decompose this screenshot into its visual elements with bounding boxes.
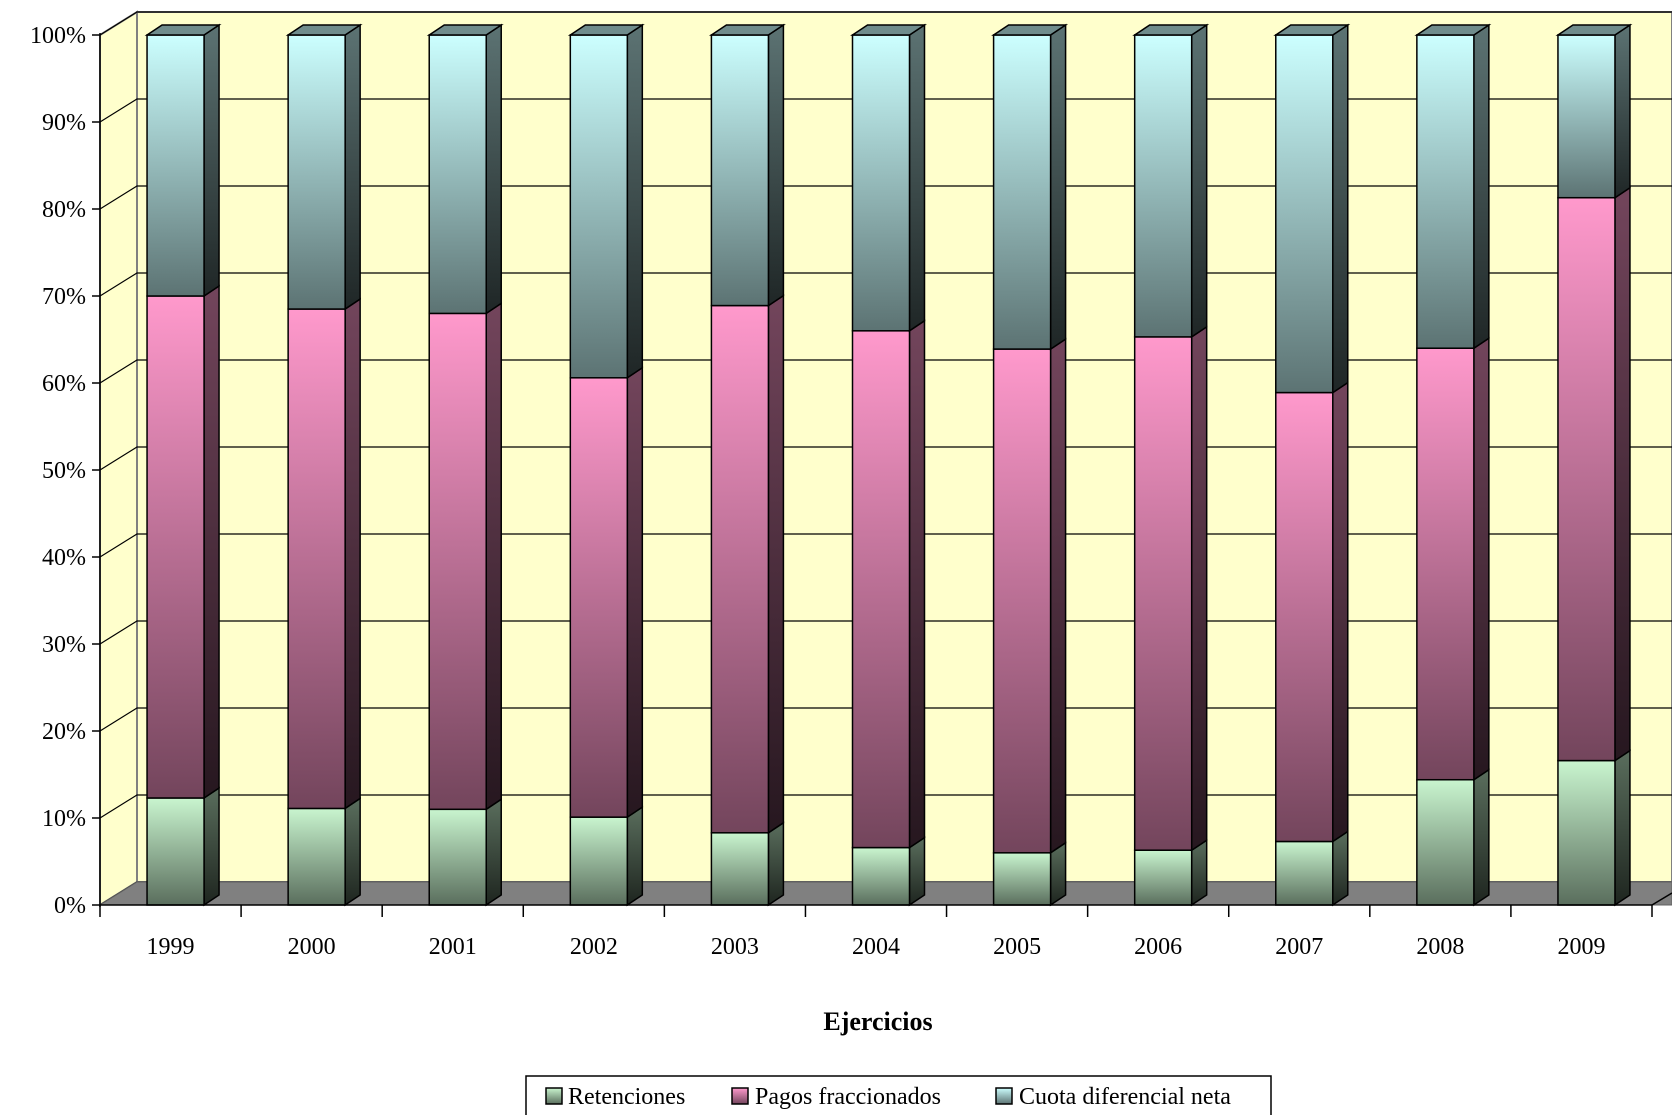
gridline [99,11,1672,36]
y-tick-label: 80% [42,197,86,223]
x-axis-title: Ejercicios [823,1007,932,1036]
bar-2007-retenciones [1275,830,1349,907]
bar-2003-pagos-fraccionados [710,294,785,835]
legend-label: Retenciones [568,1084,685,1110]
legend-item-pagos-fraccionados: Pagos fraccionados [731,1084,941,1110]
bar-2001-retenciones [428,797,502,907]
x-tick-label: 1999 [147,934,195,960]
bar-2007-pagos-fraccionados [1275,381,1349,843]
bar-1999-cuota-diferencial-neta [144,23,222,298]
x-tick-label: 2007 [1275,934,1323,960]
y-tick-label: 30% [42,632,86,658]
bar-2004-retenciones [851,836,926,907]
x-tick-label: 2000 [288,934,336,960]
bar-2000-cuota-diferencial-neta [285,23,363,311]
y-tick-label: 20% [42,719,86,745]
x-tick-label: 2006 [1134,934,1182,960]
bar-2000-pagos-fraccionados [287,297,361,810]
y-tick-label: 70% [42,284,86,310]
x-tick-label: 2004 [852,934,900,960]
x-tick-label: 2003 [711,934,759,960]
legend-label: Cuota diferencial neta [1019,1084,1231,1110]
bar-2009-cuota-diferencial-neta [1555,23,1633,200]
bar-2005-cuota-diferencial-neta [991,23,1069,351]
legend-swatch [545,1087,563,1105]
bar-1999-retenciones [146,786,220,907]
bar-2008-pagos-fraccionados [1416,336,1490,782]
y-tick-label: 90% [42,110,86,136]
bar-2004-pagos-fraccionados [851,319,926,849]
bar-2003-retenciones [710,821,785,907]
legend-swatch [731,1087,749,1105]
bar-2007-cuota-diferencial-neta [1273,23,1351,394]
bar-2006-cuota-diferencial-neta [1132,23,1210,339]
bar-2002-retenciones [569,805,644,907]
bar-2004-cuota-diferencial-neta [850,23,927,333]
legend-box [525,1075,1272,1117]
x-tick-label: 2009 [1557,934,1605,960]
bar-2006-retenciones [1133,838,1208,907]
bar-2002-cuota-diferencial-neta [567,23,645,380]
y-tick-label: 60% [42,371,86,397]
bar-2006-pagos-fraccionados [1133,325,1208,852]
legend-label: Pagos fraccionados [755,1084,941,1110]
legend-item-cuota-diferencial-neta: Cuota diferencial neta [995,1084,1231,1110]
x-tick-label: 2008 [1416,934,1464,960]
bar-2005-pagos-fraccionados [992,337,1067,855]
bar-2002-pagos-fraccionados [569,366,644,819]
bar-2009-retenciones [1557,749,1631,907]
bar-2009-pagos-fraccionados [1557,186,1631,762]
x-tick-label: 2001 [429,934,477,960]
bar-2008-cuota-diferencial-neta [1414,23,1492,350]
bar-2005-retenciones [992,841,1067,907]
bar-2003-cuota-diferencial-neta [708,23,786,307]
bar-2008-retenciones [1416,768,1490,907]
bar-2001-cuota-diferencial-neta [426,23,504,315]
legend-swatch [995,1087,1013,1105]
y-tick-label: 0% [54,893,86,919]
y-tick-label: 10% [42,806,86,832]
x-tick-label: 2005 [993,934,1041,960]
bar-1999-pagos-fraccionados [146,284,220,800]
bar-2000-retenciones [287,797,361,907]
bar-2001-pagos-fraccionados [428,301,502,811]
y-tick-label: 40% [42,545,86,571]
legend-item-retenciones: Retenciones [545,1084,685,1110]
x-tick-label: 2002 [570,934,618,960]
y-tick-label: 50% [42,458,86,484]
y-tick-label: 100% [30,23,86,49]
